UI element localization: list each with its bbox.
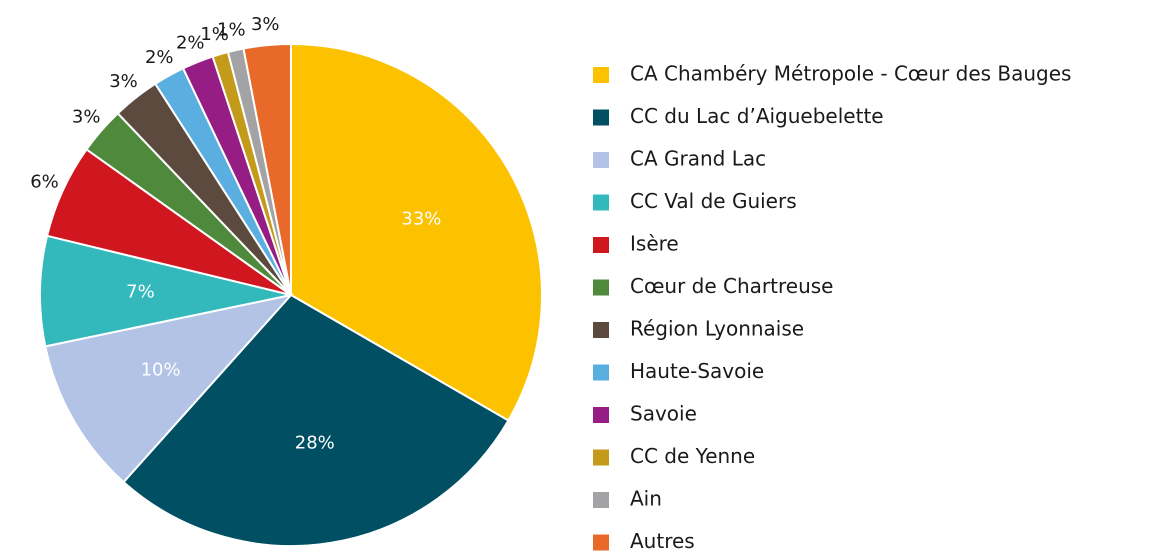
slice-label: 3% (109, 71, 138, 92)
legend-label: CC Val de Guiers (630, 189, 797, 213)
slice-label: 7% (126, 282, 155, 303)
legend-label: Savoie (630, 402, 697, 426)
legend-swatch (593, 364, 609, 381)
legend-swatch (593, 492, 609, 508)
slice-label: 1% (200, 24, 229, 45)
slice-label: 2% (145, 47, 174, 68)
legend-label: CA Chambéry Métropole - Cœur des Bauges (630, 62, 1071, 86)
legend-label: CA Grand Lac (630, 147, 766, 171)
legend-swatch (593, 534, 609, 551)
slice-label: 2% (176, 32, 205, 53)
slice-label: 1% (217, 20, 246, 41)
pie-slice (290, 42, 543, 422)
slice-label: 3% (251, 14, 280, 35)
slice-label: 10% (141, 359, 181, 380)
legend-label: Autres (630, 529, 695, 553)
legend-swatch (593, 237, 609, 253)
legend-swatch (593, 279, 609, 296)
slice-label: 6% (30, 171, 59, 192)
legend-swatch (593, 407, 609, 423)
slice-label: 33% (401, 209, 441, 230)
legend-swatch (593, 322, 609, 338)
legend-label: Haute-Savoie (630, 359, 764, 383)
slice-label: 28% (295, 433, 335, 454)
pie-slice (44, 293, 294, 484)
legend-label: Ain (630, 487, 662, 511)
legend-swatch (593, 194, 609, 211)
legend-swatch (593, 152, 609, 168)
legend-swatch (593, 449, 609, 466)
legend-swatch (593, 67, 609, 83)
slice-label: 3% (72, 107, 101, 128)
legend-label: CC de Yenne (630, 444, 755, 468)
legend-label: Cœur de Chartreuse (630, 274, 834, 298)
pie-slice (39, 234, 292, 348)
legend-label: CC du Lac d’Aiguebelette (630, 104, 884, 128)
legend-label: Région Lyonnaise (630, 317, 804, 341)
pie-slice (242, 42, 292, 296)
pie-slice (122, 293, 510, 547)
legend-label: Isère (630, 232, 679, 256)
legend-swatch (593, 109, 609, 126)
